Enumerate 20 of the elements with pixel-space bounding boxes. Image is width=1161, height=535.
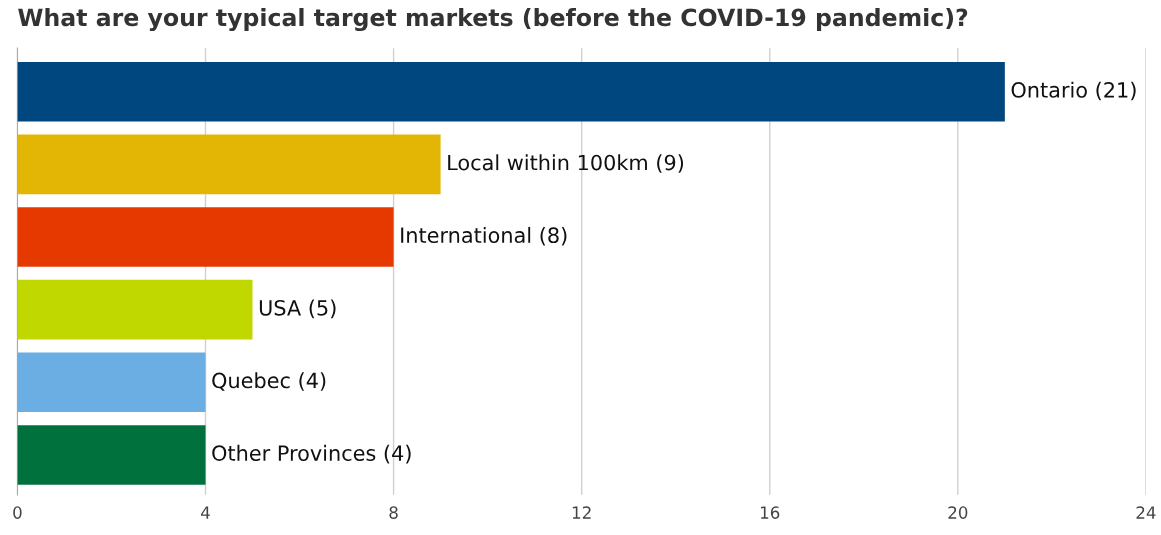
x-tick-label: 16	[760, 506, 780, 519]
chart-title: What are your typical target markets (before the COVID-19 pandemic)?	[18, 8, 968, 32]
bar	[17, 279, 253, 340]
x-tick-label: 0	[13, 506, 22, 519]
data-label: Local within 100km (9)	[448, 154, 684, 173]
x-tick-label: 24	[1136, 506, 1156, 519]
bar	[17, 134, 441, 195]
x-tick-label: 4	[201, 506, 210, 519]
bar	[17, 207, 394, 267]
bar	[17, 425, 206, 485]
bar	[17, 352, 206, 413]
x-tick-label: 20	[948, 506, 968, 519]
data-label: Quebec (4)	[212, 372, 326, 391]
bar	[17, 61, 1005, 122]
x-tick-label: 8	[389, 506, 398, 519]
data-label: International (8)	[401, 226, 567, 246]
data-label: Ontario (21)	[1011, 81, 1136, 101]
data-label: Other Provinces (4)	[212, 444, 411, 464]
data-label: USA (5)	[259, 299, 336, 319]
x-tick-label: 12	[572, 506, 591, 519]
